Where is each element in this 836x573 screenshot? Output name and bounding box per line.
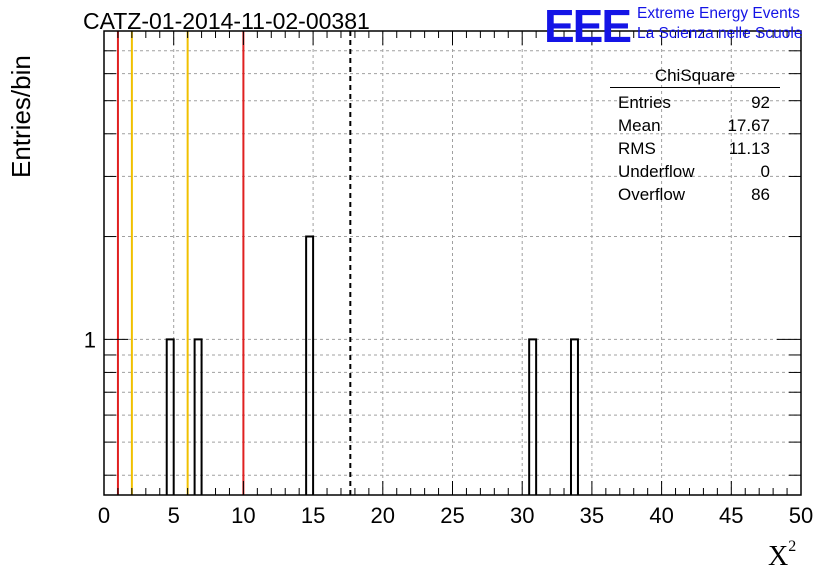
stats-row-underflow: Underflow 0 xyxy=(618,162,770,181)
y-axis-label: Entries/bin xyxy=(6,55,36,178)
logo-line-1: Extreme Energy Events xyxy=(637,5,800,22)
histogram-bin-0 xyxy=(165,338,175,495)
x-tick-label: 0 xyxy=(98,503,110,528)
stats-box: ChiSquare Entries 92 Mean 17.67 RMS 11.13 U… xyxy=(610,66,780,206)
x-tick-label: 10 xyxy=(231,503,255,528)
stats-row-overflow: Overflow 86 xyxy=(618,185,770,204)
histogram-bin-3 xyxy=(528,338,538,495)
stats-header: ChiSquare xyxy=(610,66,780,88)
x-tick-label: 30 xyxy=(510,503,534,528)
stats-row-rms: RMS 11.13 xyxy=(618,139,770,158)
x-tick-label: 45 xyxy=(719,503,743,528)
x-tick-label: 20 xyxy=(371,503,395,528)
x-tick-label: 15 xyxy=(301,503,325,528)
x-tick-label: 50 xyxy=(789,503,813,528)
chart-title: CATZ-01-2014-11-02-00381 xyxy=(83,8,370,34)
x-tick-label: 40 xyxy=(649,503,673,528)
histogram-bin-2 xyxy=(305,235,315,495)
x-tick-label: 25 xyxy=(440,503,464,528)
x-tick-label: 35 xyxy=(580,503,604,528)
histogram-bin-1 xyxy=(193,338,203,495)
eee-logo: EEE xyxy=(544,0,632,52)
stats-row-mean: Mean 17.67 xyxy=(618,116,770,135)
y-tick-label: 1 xyxy=(84,327,96,352)
histogram-bin-4 xyxy=(569,338,579,495)
logo-line-2: La Scienza nelle Scuole xyxy=(637,25,803,42)
stats-row-entries: Entries 92 xyxy=(618,93,770,112)
x-axis-label: X2 xyxy=(768,538,797,572)
x-tick-label: 5 xyxy=(168,503,180,528)
